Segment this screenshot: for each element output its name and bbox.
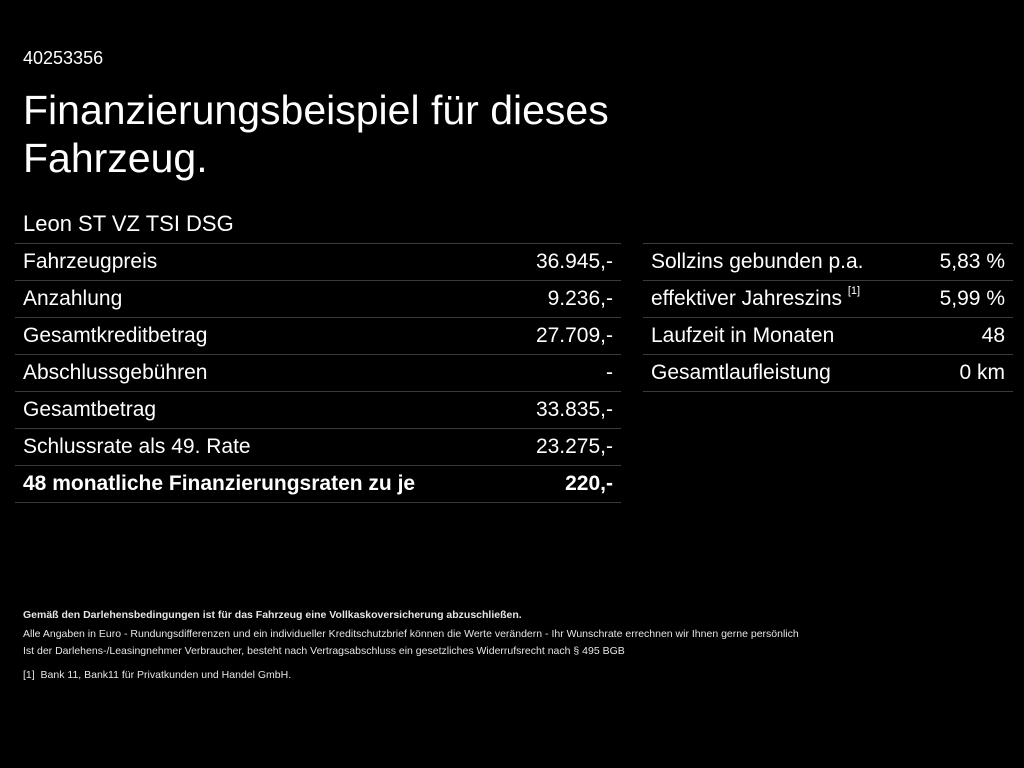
legal-notes: Gemäß den Darlehensbedingungen ist für d… [23, 606, 799, 685]
footnote-ref: [1] [847, 285, 861, 297]
row-label: Gesamtkreditbetrag [23, 324, 208, 347]
row-value: 0 km [959, 361, 1005, 384]
interest-table: Sollzins gebunden p.a. 5,83 % effektiver … [643, 243, 1013, 392]
table-row: Gesamtbetrag 33.835,- [15, 392, 621, 429]
table-row: Anzahlung 9.236,- [15, 281, 621, 318]
withdrawal-line: Ist der Darlehens-/Leasingnehmer Verbrau… [23, 645, 625, 657]
row-label: Fahrzeugpreis [23, 250, 158, 273]
footnote: [1] Bank 11, Bank11 für Privatkunden und… [23, 666, 799, 685]
row-label: Gesamtlaufleistung [651, 361, 831, 384]
row-value: 5,99 % [939, 287, 1005, 310]
financing-table: Fahrzeugpreis 36.945,- Anzahlung 9.236,- G… [15, 243, 621, 503]
row-label: 48 monatliche Finanzierungsraten zu je [23, 472, 416, 495]
table-row: Schlussrate als 49. Rate 23.275,- [15, 429, 621, 466]
row-label: Sollzins gebunden p.a. [651, 250, 864, 273]
row-value: 48 [981, 324, 1005, 347]
row-value: 27.709,- [535, 324, 613, 347]
table-row: Abschlussgebühren - [15, 355, 621, 392]
row-value: 23.275,- [535, 435, 613, 458]
row-value: 5,83 % [939, 250, 1005, 273]
disclaimer-line: Alle Angaben in Euro - Rundungsdifferenz… [23, 628, 799, 640]
vehicle-id: 40253356 [23, 48, 104, 68]
table-row: Gesamtkreditbetrag 27.709,- [15, 318, 621, 355]
row-label: Laufzeit in Monaten [651, 324, 835, 347]
footnote-mark: [1] [23, 669, 35, 681]
table-row: Fahrzeugpreis 36.945,- [15, 244, 621, 281]
row-label: Anzahlung [23, 287, 123, 310]
row-value: 36.945,- [535, 250, 613, 273]
row-label: Gesamtbetrag [23, 398, 157, 421]
row-value: 33.835,- [535, 398, 613, 421]
table-row: Gesamtlaufleistung 0 km [643, 355, 1013, 392]
vehicle-model: Leon ST VZ TSI DSG [23, 211, 234, 236]
row-label: Schlussrate als 49. Rate [23, 435, 251, 458]
row-value: - [606, 361, 613, 384]
table-row: Sollzins gebunden p.a. 5,83 % [643, 244, 1013, 281]
insurance-note: Gemäß den Darlehensbedingungen ist für d… [23, 609, 522, 621]
page-title: Finanzierungsbeispiel für dieses Fahrzeu… [23, 87, 609, 181]
table-row: Laufzeit in Monaten 48 [643, 318, 1013, 355]
row-label: effektiver Jahreszins [651, 287, 843, 310]
monthly-rate-row: 48 monatliche Finanzierungsraten zu je 22… [15, 466, 621, 503]
footnote-text: Bank 11, Bank11 für Privatkunden und Han… [40, 669, 292, 681]
table-row: effektiver Jahreszins [1] 5,99 % [643, 281, 1013, 318]
row-value: 220,- [565, 472, 613, 495]
row-label: Abschlussgebühren [23, 361, 208, 384]
row-value: 9.236,- [547, 287, 613, 310]
